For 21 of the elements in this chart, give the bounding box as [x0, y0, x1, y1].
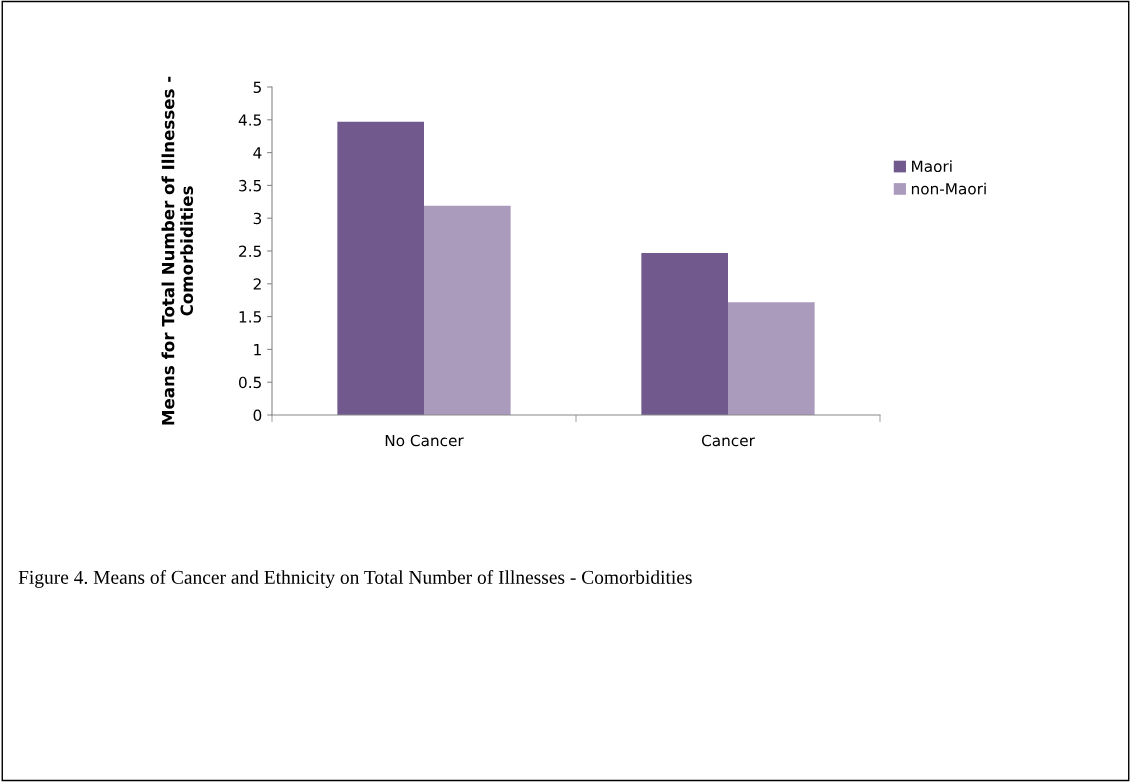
- y-axis-title: Means for Total Number of Illnesses - Comorbidities: [161, 76, 194, 425]
- y-tick-label: 4: [253, 147, 262, 159]
- legend-label: non-Maori: [911, 182, 986, 195]
- x-tick-label: No Cancer: [385, 434, 464, 447]
- y-tick-label: 1.5: [239, 311, 261, 323]
- y-tick-label: 4.5: [238, 114, 261, 126]
- y-tick-label: 2.5: [239, 245, 261, 258]
- bar: [641, 252, 728, 415]
- y-tick-label: 3: [253, 212, 262, 225]
- caption: Figure 4. Means of Cancer and Ethnicity on Total Number of Illnesses - Comorbidities: [18, 570, 692, 588]
- x-tick-label: Cancer: [701, 434, 755, 447]
- y-tick-label: 1: [254, 344, 261, 356]
- bar: [728, 302, 815, 415]
- y-tick-label: 5: [253, 81, 261, 94]
- y-tick-label: 0.5: [238, 376, 261, 389]
- legend-label: Maori: [912, 160, 952, 173]
- bar: [424, 205, 511, 415]
- bar: [337, 121, 424, 415]
- y-tick-label: 0: [253, 409, 262, 422]
- y-tick-label: 2: [253, 278, 261, 290]
- y-tick-label: 3.5: [239, 179, 261, 192]
